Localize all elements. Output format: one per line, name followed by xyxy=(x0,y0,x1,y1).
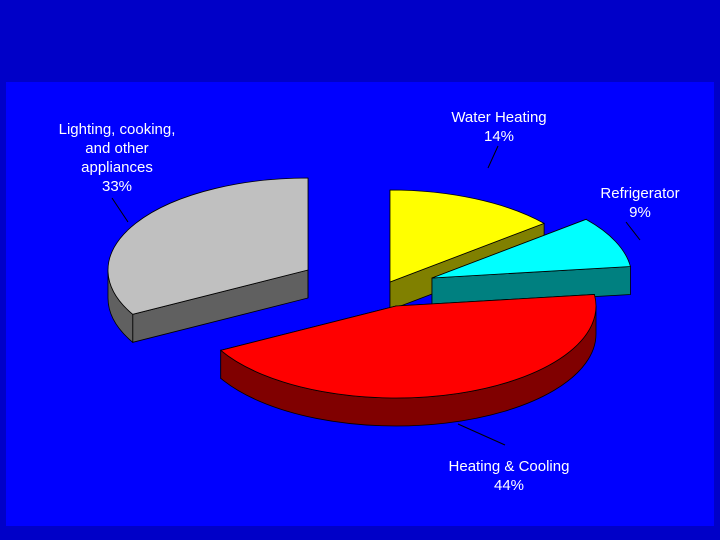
title-band xyxy=(0,0,720,80)
leader-line-lighting xyxy=(111,197,129,223)
label-heating-cooling-name: Heating & Cooling xyxy=(448,458,570,475)
slice-lighting xyxy=(107,177,309,344)
label-lighting-line2: and other xyxy=(85,140,149,157)
slice-water-heating-top xyxy=(389,189,546,283)
leader-line-heating-cooling xyxy=(457,423,506,446)
label-lighting: Lighting, cooking, and other appliances … xyxy=(42,120,192,196)
leader-line-water-heating xyxy=(487,145,499,169)
slice-lighting-top xyxy=(107,177,309,315)
label-lighting-percent: 33% xyxy=(101,178,133,195)
label-lighting-line3: appliances xyxy=(81,159,153,176)
label-refrigerator: Refrigerator 9% xyxy=(588,184,692,222)
leader-lines xyxy=(111,145,641,446)
label-water-heating: Water Heating 14% xyxy=(436,108,562,146)
label-water-heating-percent: 14% xyxy=(483,128,515,145)
label-refrigerator-name: Refrigerator xyxy=(600,185,680,202)
leader-line-refrigerator xyxy=(625,221,641,241)
label-refrigerator-percent: 9% xyxy=(629,204,651,221)
label-heating-cooling-percent: 44% xyxy=(493,477,525,494)
pie-slices xyxy=(107,177,631,427)
label-lighting-line1: Lighting, cooking, xyxy=(58,121,176,138)
slice-heating-cooling-top xyxy=(219,294,597,399)
slice-heating-cooling xyxy=(219,294,597,427)
slice-refrigerator-top xyxy=(431,218,631,279)
label-heating-cooling: Heating & Cooling 44% xyxy=(436,457,582,495)
label-water-heating-name: Water Heating xyxy=(451,109,547,126)
